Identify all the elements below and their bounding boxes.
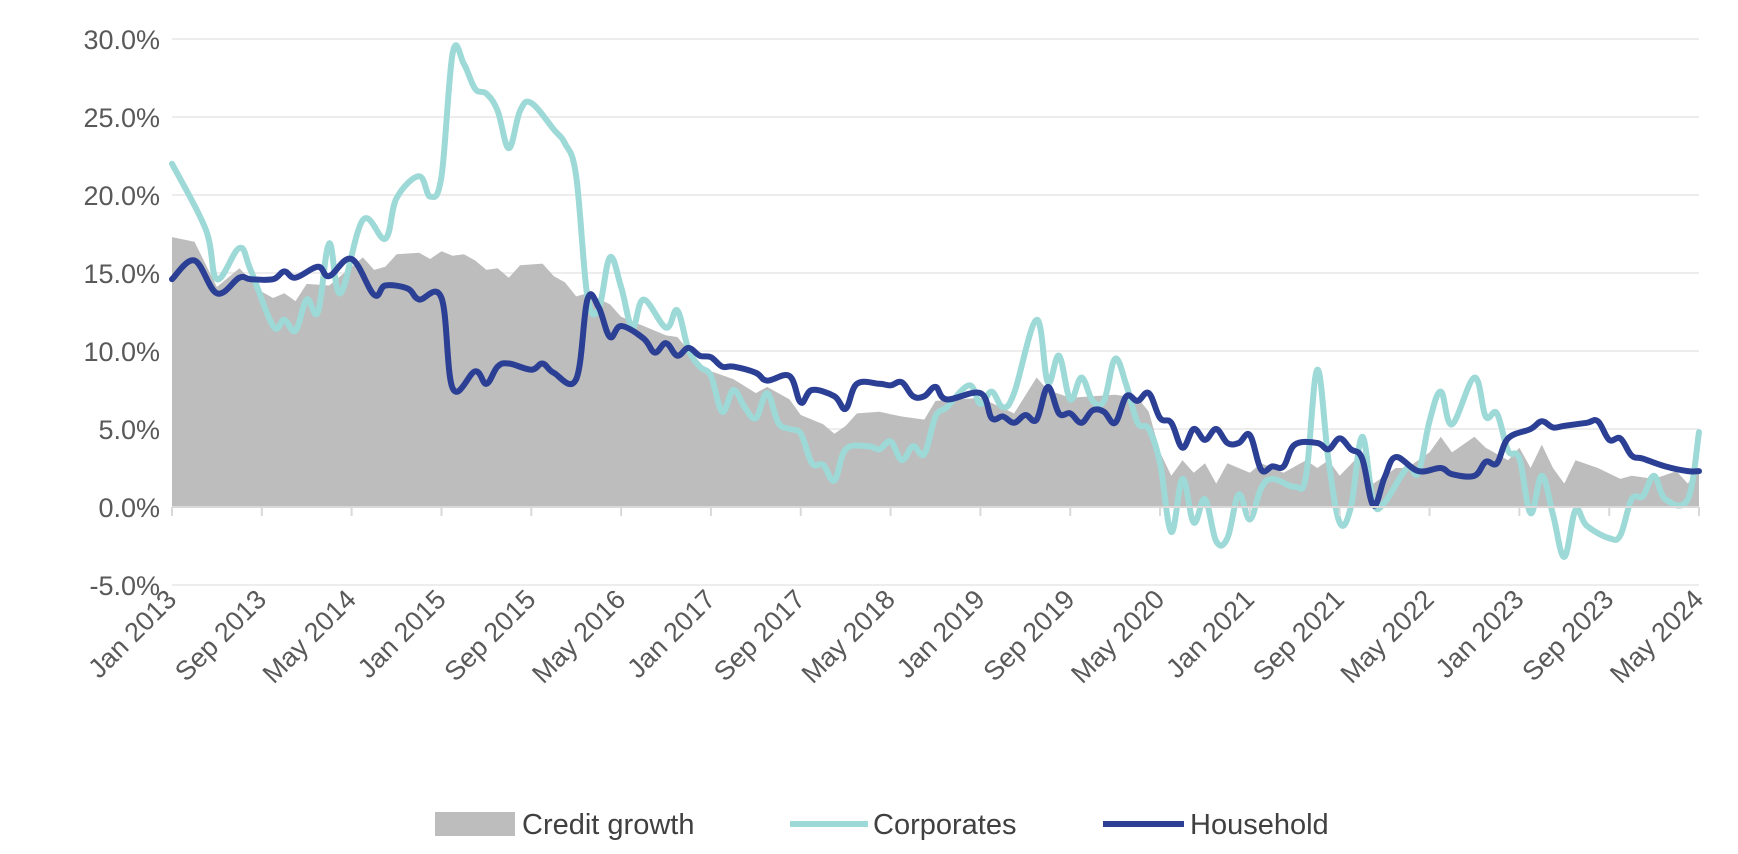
y-tick-label: 5.0% bbox=[98, 415, 160, 445]
y-tick-label: 0.0% bbox=[98, 493, 160, 523]
x-tick-label: Jan 2017 bbox=[621, 584, 721, 684]
x-tick-label: May 2024 bbox=[1604, 584, 1709, 689]
y-tick-label: -5.0% bbox=[89, 571, 160, 601]
legend-label-household: Household bbox=[1190, 809, 1329, 841]
legend-swatch-credit-growth bbox=[435, 812, 515, 836]
y-tick-label: 30.0% bbox=[83, 25, 160, 55]
y-tick-label: 20.0% bbox=[83, 181, 160, 211]
y-axis-labels: -5.0% 0.0% 5.0% 10.0% 15.0% 20.0% 25.0% 30.0% bbox=[83, 25, 160, 601]
legend-label-corporates: Corporates bbox=[873, 809, 1016, 841]
x-tick-label: Jan 2021 bbox=[1160, 584, 1260, 684]
area-credit-growth bbox=[172, 237, 1699, 507]
x-tick-label: Sep 2013 bbox=[169, 584, 272, 687]
legend: Credit growth Corporates Household bbox=[435, 809, 1329, 841]
x-tick-label: May 2020 bbox=[1065, 584, 1170, 689]
x-tick-label: Sep 2017 bbox=[708, 584, 811, 687]
y-tick-label: 10.0% bbox=[83, 337, 160, 367]
x-tick-label: Jan 2015 bbox=[352, 584, 452, 684]
x-tick-label: Sep 2023 bbox=[1516, 584, 1619, 687]
x-axis bbox=[171, 506, 1700, 516]
y-tick-label: 15.0% bbox=[83, 259, 160, 289]
x-tick-label: Sep 2015 bbox=[439, 584, 542, 687]
legend-label-credit-growth: Credit growth bbox=[522, 809, 694, 841]
line-layer bbox=[169, 42, 1702, 560]
x-tick-label: May 2018 bbox=[796, 584, 901, 689]
y-tick-label: 25.0% bbox=[83, 103, 160, 133]
x-tick-label: Jan 2023 bbox=[1430, 584, 1530, 684]
x-tick-label: Sep 2019 bbox=[978, 584, 1081, 687]
x-tick-label: May 2014 bbox=[257, 584, 362, 689]
x-tick-label: Jan 2019 bbox=[891, 584, 991, 684]
area-layer bbox=[172, 237, 1699, 507]
x-tick-label: Sep 2021 bbox=[1247, 584, 1350, 687]
line-household bbox=[169, 255, 1702, 509]
x-tick-label: May 2022 bbox=[1335, 584, 1440, 689]
x-tick-label: May 2016 bbox=[526, 584, 631, 689]
